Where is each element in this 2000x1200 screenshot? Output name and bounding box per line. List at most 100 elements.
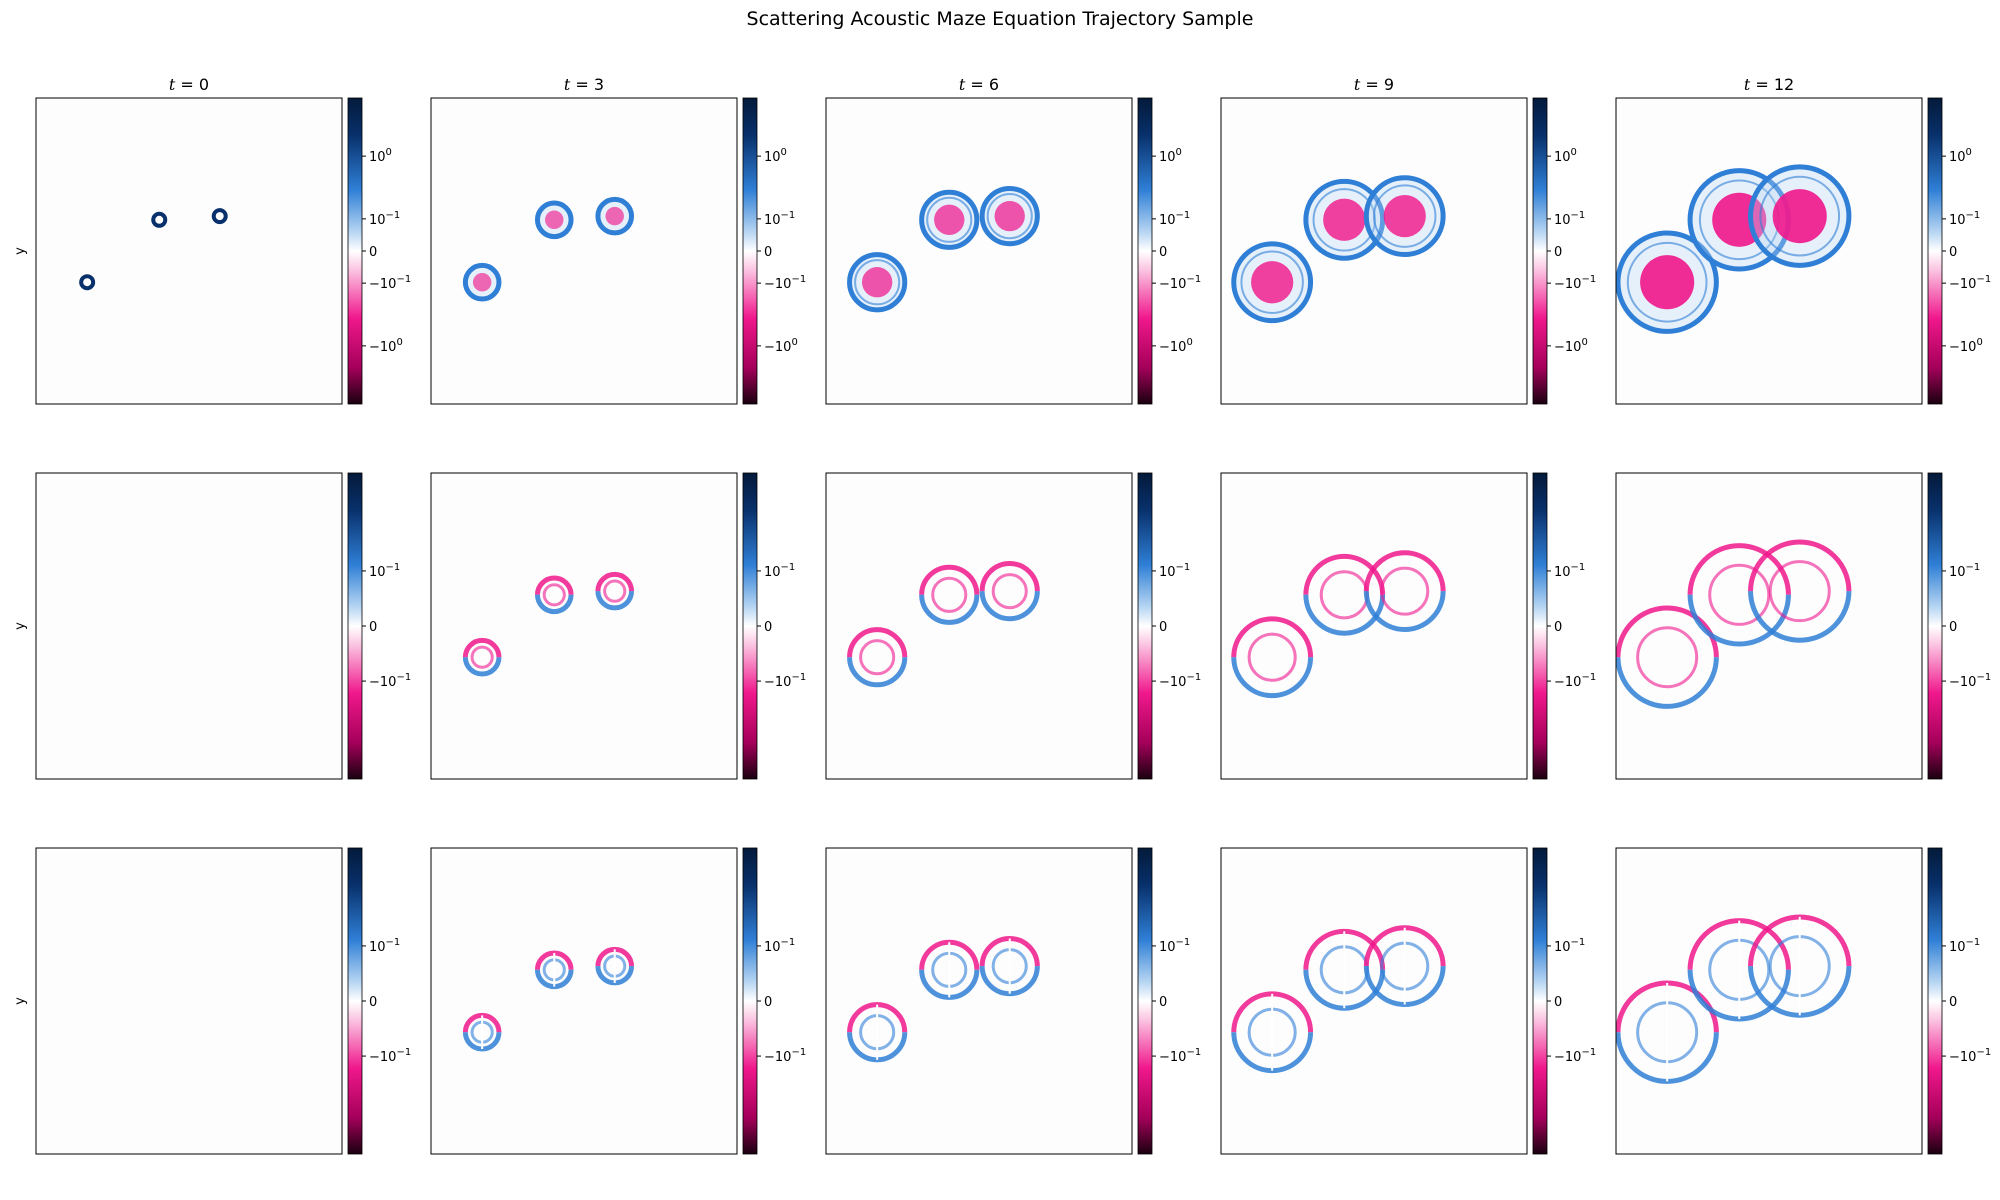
wave-inner-ring: [1768, 560, 1831, 623]
colorbar-tick-label: 10−1: [764, 937, 795, 955]
wave-core: [545, 210, 564, 230]
heatmap-panel: 100 10−1 0 −10−1 −100 y: [13, 97, 411, 405]
wave-inner-ring: [470, 645, 494, 669]
colorbar: [348, 473, 362, 779]
panel-background: [826, 473, 1132, 779]
panel-frame: [825, 97, 1133, 405]
colorbar: [1138, 848, 1152, 1154]
wave-inner-ring: [1373, 184, 1437, 248]
wave-arc-lower: [847, 657, 908, 688]
wave-arc-upper: [1231, 616, 1314, 658]
colorbar-tick-label: −100: [1159, 337, 1193, 355]
wave-core: [861, 267, 893, 298]
panel-frame: [35, 97, 343, 405]
panel-frame: [35, 472, 343, 780]
panel-background: [431, 98, 737, 404]
y-axis-label: y: [13, 247, 28, 255]
colorbar-tick-label: 0: [1554, 995, 1562, 1010]
colorbar-tick-label: −10−1: [1159, 1047, 1201, 1065]
y-axis-label: y: [13, 997, 28, 1005]
wave-arc-upper: [979, 561, 1040, 592]
heatmap-panel: 10−1 0 −10−1 y: [13, 472, 411, 780]
colorbar-tick-label: −10−1: [1949, 274, 1991, 292]
panel-frame: [825, 847, 1133, 1155]
wave-core: [1251, 261, 1294, 304]
wave-arc-lower: [534, 594, 574, 615]
wave-arc-upper: [847, 1002, 908, 1033]
wave-arc-upper: [1363, 550, 1446, 592]
colorbar: [743, 98, 757, 404]
wave-arc-lower: [462, 657, 502, 677]
colorbar-tick-label: 0: [369, 620, 377, 635]
wave-inner-ring: [1626, 241, 1708, 323]
wave-arc-lower: [1231, 657, 1314, 699]
panel-background: [431, 473, 737, 779]
panel-frame: [1220, 97, 1528, 405]
wave-arc-lower: [1363, 591, 1446, 633]
colorbar-tick-label: 10−1: [1554, 937, 1585, 955]
panel-frame: [1220, 847, 1528, 1155]
colorbar-tick-label: 10−1: [1949, 937, 1980, 955]
wave-mark: [79, 274, 96, 291]
panel-frame: [430, 97, 738, 405]
colorbar-tick-label: −10−1: [1949, 1047, 1991, 1065]
wave-arc-lower: [1303, 594, 1386, 636]
panel-background: [826, 98, 1132, 404]
panel-frame: [825, 472, 1133, 780]
colorbar-tick-label: 10−1: [1554, 562, 1585, 580]
column-title: t = 9: [1354, 75, 1394, 94]
colorbar-tick-label: 10−1: [764, 562, 795, 580]
wave-inner-ring: [1636, 626, 1699, 689]
colorbar: [1138, 473, 1152, 779]
colorbar: [1533, 98, 1547, 404]
figure-title: Scattering Acoustic Maze Equation Trajec…: [746, 8, 1254, 30]
wave-arc-upper: [462, 637, 502, 658]
colorbar: [348, 848, 362, 1154]
wave-inner-ring: [986, 193, 1033, 240]
wave-inner-ring: [926, 196, 973, 243]
wave-arc-upper: [595, 571, 635, 592]
wave-inner-ring: [1759, 175, 1841, 257]
colorbar-tick-label: 0: [1554, 245, 1562, 260]
wave-field: [1616, 164, 1852, 334]
wave-field: [847, 936, 1040, 1063]
column-title: t = 0: [169, 75, 209, 94]
heatmap-panel: 100 10−1 0 −10−1 −100: [430, 97, 806, 405]
wave-field: [79, 208, 228, 291]
colorbar-tick-label: 100: [764, 147, 787, 165]
colorbar-tick-label: −10−1: [1554, 274, 1596, 292]
colorbar: [1533, 848, 1547, 1154]
colorbar-tick-label: −100: [369, 337, 403, 355]
wave-field: [847, 186, 1040, 313]
wave-core: [934, 204, 965, 235]
colorbar-tick-label: 0: [369, 995, 377, 1010]
colorbar-tick-label: 10−1: [1159, 562, 1190, 580]
colorbar-tick-label: 100: [1159, 147, 1182, 165]
heatmap-panel: 10−1 0 −10−1: [1615, 472, 1991, 780]
colorbar-tick-label: 0: [1949, 620, 1957, 635]
heatmap-panel: 10−1 0 −10−1: [1615, 847, 1991, 1155]
colorbar-tick-label: −10−1: [369, 672, 411, 690]
colorbar-tick-label: 100: [369, 147, 392, 165]
heatmap-panel: 10−1 0 −10−1: [1220, 472, 1596, 780]
colorbar-tick-label: 0: [1159, 620, 1167, 635]
colorbar: [348, 98, 362, 404]
colorbar-tick-label: −10−1: [764, 1047, 806, 1065]
colorbar-tick-label: −10−1: [369, 274, 411, 292]
colorbar-tick-label: 10−1: [1949, 562, 1980, 580]
colorbar-tick-label: −10−1: [1554, 672, 1596, 690]
heatmap-panel: 10−1 0 −10−1: [1220, 847, 1596, 1155]
colorbar-tick-label: 0: [764, 245, 772, 260]
colorbar: [1138, 98, 1152, 404]
wave-arc-lower: [919, 594, 980, 625]
colorbar-tick-label: 10−1: [764, 210, 795, 228]
colorbar: [1928, 848, 1942, 1154]
colorbar-tick-label: 10−1: [1159, 937, 1190, 955]
panel-background: [1616, 98, 1922, 404]
panel-frame: [35, 847, 343, 1155]
colorbar-tick-label: −100: [1554, 337, 1588, 355]
panel-background: [1616, 473, 1922, 779]
panel-background: [1221, 848, 1527, 1154]
wave-arc-lower: [1616, 657, 1719, 709]
